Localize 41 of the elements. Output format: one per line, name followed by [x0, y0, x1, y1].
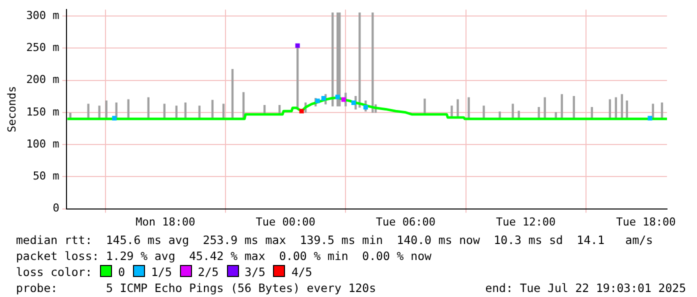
bar	[468, 97, 470, 120]
x-tick-label: Tue 06:00	[376, 215, 436, 228]
y-tick-label: 50 m	[32, 170, 60, 183]
point	[351, 100, 356, 106]
bar	[512, 104, 514, 120]
legend-label: 3/5	[244, 265, 266, 279]
point	[112, 116, 117, 120]
bar	[424, 98, 426, 115]
legend-title: loss color:	[16, 265, 92, 279]
legend-label: 2/5	[198, 265, 219, 279]
y-axis-title: Seconds	[5, 86, 18, 132]
point	[648, 116, 652, 120]
bar	[231, 69, 234, 120]
point	[363, 105, 368, 110]
bar	[456, 99, 459, 118]
legend-label: 0	[118, 265, 126, 279]
legend-label: 4/5	[291, 265, 312, 279]
point	[315, 98, 320, 104]
text: packet loss: 1.29 % avg 45.42 % max 0.00 % min 0.00 % now	[16, 248, 432, 264]
point	[341, 97, 346, 102]
bar	[372, 12, 374, 113]
bar	[332, 12, 334, 106]
y-tick-label: 200 m	[26, 73, 60, 86]
text: end: Tue Jul 22 19:03:01 2025	[485, 280, 686, 296]
y-tick-label: 150 m	[26, 105, 60, 118]
x-tick-label: Mon 18:00	[136, 215, 196, 228]
point	[335, 94, 340, 100]
point	[299, 108, 304, 114]
y-tick-label: 300 m	[26, 8, 60, 22]
point	[321, 96, 326, 101]
text: probe: 5 ICMP Echo Pings (56 Bytes) every 120s	[16, 280, 376, 296]
point	[295, 43, 300, 48]
text: median rtt: 145.6 ms avg 253.9 ms max 139.5 ms min 140.0 ms now 10.3 ms sd 14.1 am/s	[16, 232, 654, 248]
x-tick-label: Tue 18:00	[616, 215, 676, 228]
x-tick-label: Tue 12:00	[496, 215, 556, 228]
y-tick-label: 0	[52, 202, 60, 215]
y-tick-label: 250 m	[26, 41, 60, 54]
bar	[358, 12, 361, 108]
y-tick-label: 100 m	[26, 137, 60, 150]
x-tick-label: Tue 00:00	[256, 215, 316, 228]
legend-label: 1/5	[151, 265, 172, 279]
